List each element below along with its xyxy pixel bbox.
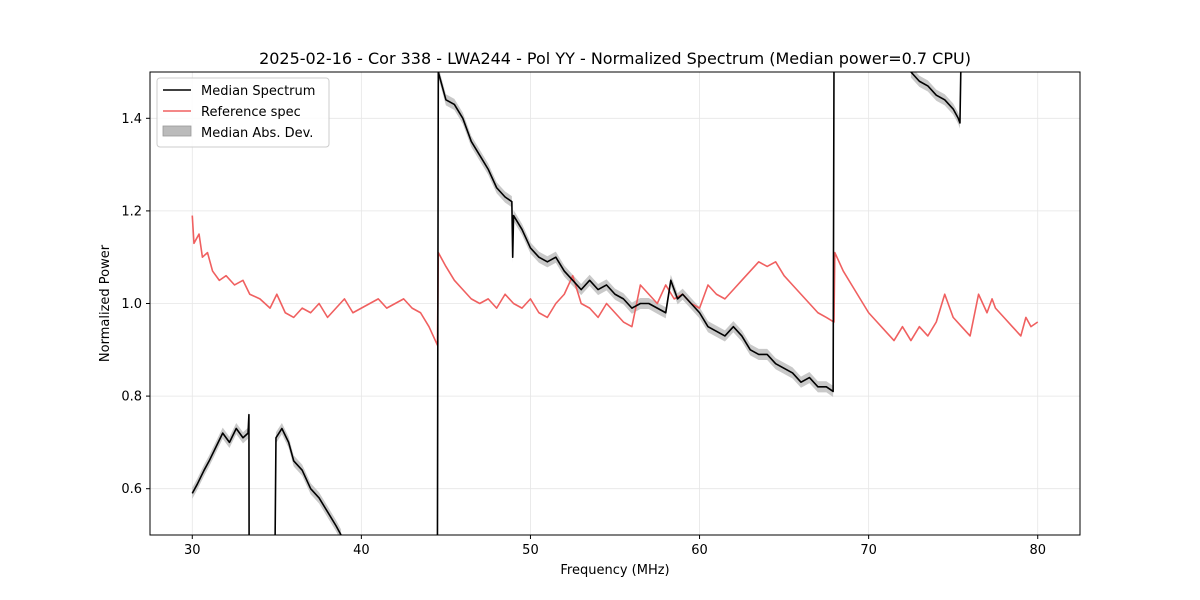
median-spectrum-line [436, 72, 835, 535]
y-tick-label: 1.0 [121, 297, 142, 312]
median-spectrum-line [191, 413, 250, 535]
x-tick-label: 60 [691, 543, 708, 558]
y-tick-label: 0.8 [121, 390, 142, 405]
legend-mad-label: Median Abs. Dev. [201, 126, 313, 141]
x-axis-label: Frequency (MHz) [560, 563, 669, 578]
x-tick-label: 70 [860, 543, 877, 558]
x-tick-label: 80 [1029, 543, 1046, 558]
legend-mad-swatch [162, 125, 192, 137]
x-tick-label: 40 [353, 543, 370, 558]
series-layer [191, 72, 1039, 535]
mad-band [437, 72, 834, 535]
x-tick-label: 50 [522, 543, 539, 558]
median-spectrum-line [910, 72, 962, 124]
legend-median-label: Median Spectrum [201, 84, 315, 99]
y-tick-label: 0.6 [121, 482, 142, 497]
legend-reference-label: Reference spec [201, 105, 301, 120]
grid [150, 72, 1080, 535]
median-spectrum-line [274, 427, 342, 535]
mad-band [910, 72, 961, 129]
x-axis-ticks: 30 40 50 60 70 80 [184, 535, 1046, 558]
y-axis-ticks: 0.6 0.8 1.0 1.2 1.4 [121, 112, 150, 497]
y-axis-label: Normalized Power [98, 244, 113, 362]
y-tick-label: 1.4 [121, 112, 142, 127]
y-tick-label: 1.2 [121, 204, 142, 219]
legend: Median Spectrum Reference spec Median Ab… [156, 77, 330, 148]
reference-spec-line [191, 215, 1039, 346]
chart-title: 2025-02-16 - Cor 338 - LWA244 - Pol YY -… [259, 49, 971, 68]
x-tick-label: 30 [184, 543, 201, 558]
legend-box [156, 77, 330, 148]
